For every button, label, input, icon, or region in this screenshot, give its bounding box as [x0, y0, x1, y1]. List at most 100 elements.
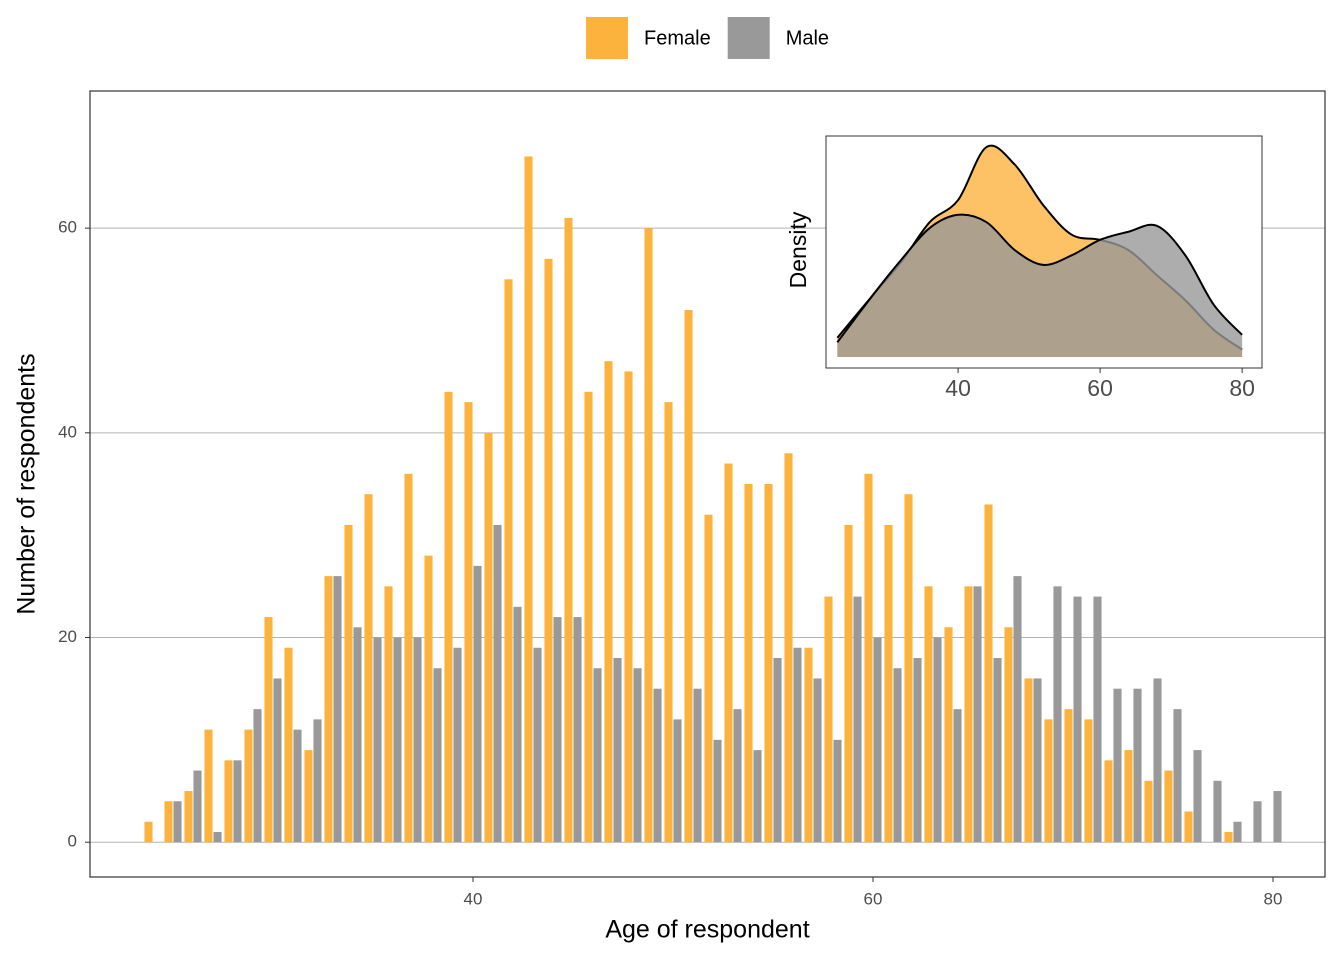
- bar: [473, 565, 482, 843]
- bar: [573, 617, 582, 843]
- bar: [964, 586, 973, 843]
- bar: [1004, 627, 1013, 843]
- plot-border: [89, 90, 1326, 878]
- bar: [1153, 678, 1162, 843]
- bar: [204, 729, 213, 843]
- x-tick-label: 80: [1264, 889, 1283, 908]
- bar: [884, 524, 893, 843]
- bar: [693, 688, 702, 843]
- bar: [1164, 770, 1173, 843]
- bar: [284, 647, 293, 843]
- bar: [233, 760, 242, 843]
- bar: [893, 668, 902, 843]
- bar: [613, 657, 622, 843]
- bar: [793, 647, 802, 843]
- bar: [1193, 750, 1202, 843]
- bar: [464, 402, 473, 843]
- bar: [953, 709, 962, 843]
- legend-label: Female: [644, 27, 711, 49]
- bar: [364, 494, 373, 843]
- bar: [373, 637, 382, 843]
- bar: [1073, 596, 1082, 843]
- bar: [984, 504, 993, 843]
- bar: [924, 586, 933, 843]
- legend-swatch: [586, 17, 628, 59]
- x-tick-label: 40: [945, 375, 971, 401]
- x-axis-title: Age of respondent: [605, 916, 809, 944]
- y-tick-label: 0: [68, 832, 77, 851]
- bar: [484, 432, 493, 843]
- bar: [1044, 719, 1053, 843]
- bar: [604, 361, 613, 843]
- bar: [444, 391, 453, 843]
- bar: [144, 821, 153, 843]
- bar: [193, 770, 202, 843]
- bar: [1224, 831, 1233, 843]
- x-tick-label: 60: [1087, 375, 1113, 401]
- bar: [1133, 688, 1142, 843]
- inset-border: [825, 135, 1263, 369]
- bar: [833, 739, 842, 843]
- bar: [1053, 586, 1062, 843]
- bar: [244, 729, 253, 843]
- bar: [913, 657, 922, 843]
- bar: [1144, 780, 1153, 843]
- bar: [1173, 709, 1182, 843]
- bar: [404, 473, 413, 843]
- bar: [553, 617, 562, 843]
- bar: [653, 688, 662, 843]
- bar: [624, 371, 633, 843]
- bar: [784, 453, 793, 843]
- bar: [224, 760, 233, 843]
- x-tick-label: 80: [1229, 375, 1255, 401]
- bar: [1093, 596, 1102, 843]
- bar: [164, 801, 173, 843]
- legend-label: Male: [786, 27, 829, 49]
- y-tick-label: 40: [58, 422, 77, 441]
- bar: [333, 576, 342, 843]
- bar: [253, 709, 262, 843]
- bar: [264, 617, 273, 843]
- bar: [424, 555, 433, 843]
- bar: [353, 627, 362, 843]
- bar: [633, 668, 642, 843]
- bar: [584, 391, 593, 843]
- bar: [1104, 760, 1113, 843]
- bar: [933, 637, 942, 843]
- bar: [453, 647, 462, 843]
- bar: [1024, 678, 1033, 843]
- bar: [513, 606, 522, 843]
- bar: [944, 627, 953, 843]
- bar: [324, 576, 333, 843]
- bar: [1033, 678, 1042, 843]
- bar: [844, 524, 853, 843]
- bar: [273, 678, 282, 843]
- x-tick-label: 60: [864, 889, 883, 908]
- bar: [1233, 821, 1242, 843]
- bar: [644, 228, 653, 843]
- bar: [1213, 780, 1222, 843]
- bar: [664, 402, 673, 843]
- bar: [504, 279, 513, 843]
- bar: [524, 156, 533, 843]
- bar: [973, 586, 982, 843]
- bar: [733, 709, 742, 843]
- bar: [413, 637, 422, 843]
- bar: [1184, 811, 1193, 843]
- density-line: [836, 213, 1243, 343]
- bar: [753, 750, 762, 843]
- bar: [764, 484, 773, 843]
- bar: [904, 494, 913, 843]
- bar: [593, 668, 602, 843]
- bar: [873, 637, 882, 843]
- bar: [724, 463, 733, 843]
- bar: [1084, 719, 1093, 843]
- bar: [684, 310, 693, 843]
- bar: [1124, 750, 1133, 843]
- bar: [824, 596, 833, 843]
- bar: [544, 258, 553, 843]
- bar: [384, 586, 393, 843]
- bar: [293, 729, 302, 843]
- bar: [344, 524, 353, 843]
